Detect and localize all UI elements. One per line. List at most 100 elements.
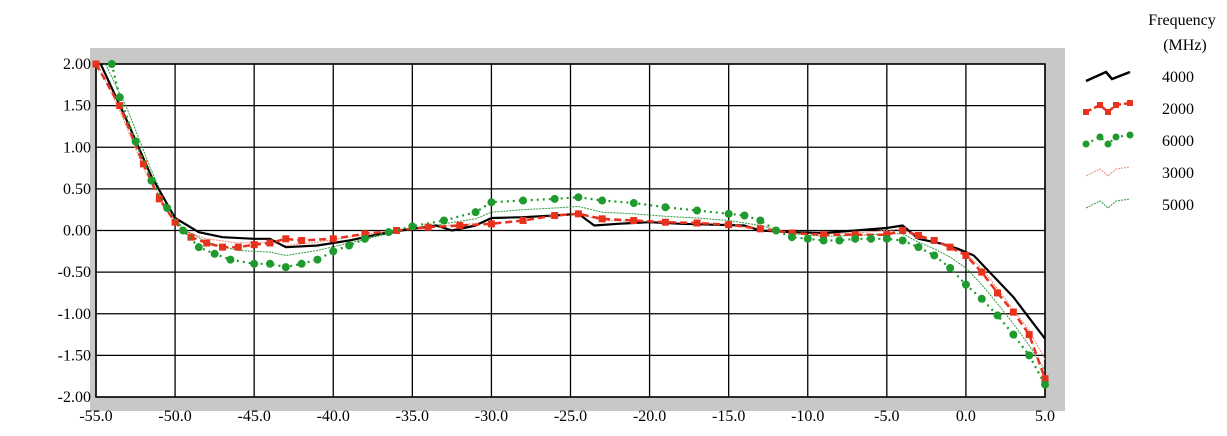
series-point-2000-24	[661, 218, 669, 226]
legend-title-line1: Frequency	[1148, 12, 1216, 29]
series-point-6000-15	[345, 241, 354, 250]
series-point-6000-45	[977, 294, 986, 303]
legend-item-6000: 6000	[1082, 131, 1194, 150]
series-6000	[107, 60, 1049, 389]
series-point-6000-3	[147, 176, 156, 185]
series-5000	[105, 63, 1046, 371]
x-tick-label-6: -25.0	[554, 408, 587, 425]
y-tick-label-7: -1.50	[58, 347, 91, 364]
legend-marker-6000-1	[1096, 133, 1104, 141]
series-point-6000-0	[107, 60, 116, 68]
series-point-6000-32	[772, 226, 781, 235]
series-point-2000-37	[978, 268, 986, 276]
legend-label-2000: 2000	[1162, 101, 1194, 118]
series-point-6000-42	[930, 251, 939, 260]
series-point-6000-28	[693, 206, 702, 215]
legend-item-3000: 3000	[1085, 165, 1194, 182]
series-point-2000-19	[519, 217, 527, 225]
series-point-2000-10	[266, 239, 274, 247]
series-point-6000-40	[898, 236, 907, 245]
plot-border	[95, 63, 1046, 398]
series-point-2000-20	[551, 212, 559, 220]
legend-marker-6000-0	[1082, 140, 1090, 148]
series-point-6000-33	[787, 233, 796, 242]
series-point-2000-39	[1009, 308, 1017, 316]
series-point-2000-18	[487, 220, 495, 228]
series-point-6000-46	[993, 311, 1002, 320]
series-point-6000-30	[740, 211, 749, 220]
grid-lines	[95, 63, 1046, 398]
series-point-2000-32	[899, 227, 907, 234]
series-point-6000-36	[835, 236, 844, 245]
series-point-2000-25	[693, 219, 701, 227]
x-tick-label-9: -10.0	[791, 408, 824, 425]
legend-swatch-5000	[1085, 198, 1131, 209]
series-point-2000-4	[171, 218, 179, 226]
series-point-6000-22	[519, 196, 528, 205]
legend-title-line2: (MHz)	[1163, 37, 1207, 54]
series-point-6000-29	[724, 209, 733, 218]
x-tick-label-4: -35.0	[396, 408, 429, 425]
legend-marker-6000-2	[1104, 140, 1112, 148]
y-tick-label-2: 1.00	[63, 139, 91, 156]
series-point-6000-49	[1041, 380, 1049, 389]
legend-marker-2000-0	[1083, 109, 1089, 115]
series-point-6000-19	[439, 216, 448, 225]
series-point-6000-23	[550, 194, 559, 203]
series-line-4000	[99, 63, 1046, 340]
series-point-6000-43	[946, 263, 955, 272]
series-point-2000-13	[329, 235, 337, 243]
legend-marker-2000-2	[1105, 109, 1111, 115]
series-point-2000-36	[962, 251, 970, 259]
series-point-2000-16	[424, 223, 432, 231]
series-point-6000-6	[194, 243, 203, 252]
series-point-6000-25	[598, 196, 607, 205]
legend-label-4000: 4000	[1162, 69, 1194, 86]
x-tick-label-12: 5.0	[1035, 408, 1055, 425]
x-tick-label-1: -50.0	[158, 408, 191, 425]
x-tick-label-10: -5.0	[874, 408, 899, 425]
series-point-2000-6	[203, 239, 211, 247]
series-point-6000-27	[661, 203, 670, 212]
y-tick-label-4: 0.00	[63, 223, 91, 240]
series-point-2000-35	[946, 243, 954, 251]
series-point-6000-26	[629, 199, 638, 208]
series-point-6000-31	[756, 216, 765, 225]
legend-label-3000: 3000	[1162, 165, 1194, 182]
series-point-2000-26	[725, 221, 733, 229]
series-point-2000-40	[1025, 331, 1033, 339]
series-point-2000-33	[914, 231, 922, 239]
legend-marker-6000-3	[1112, 133, 1120, 141]
legend-marker-2000-3	[1113, 102, 1119, 108]
series-point-2000-3	[155, 195, 163, 203]
series-point-2000-12	[298, 236, 306, 244]
series-point-2000-2	[139, 160, 147, 168]
series-point-2000-15	[393, 227, 401, 234]
series-point-2000-0	[92, 60, 100, 68]
series-point-6000-38	[867, 234, 876, 243]
series-point-6000-7	[210, 249, 219, 258]
series-point-6000-10	[265, 259, 274, 268]
series-point-6000-24	[574, 193, 583, 202]
series-point-6000-11	[281, 263, 290, 272]
legend-marker-6000-4	[1126, 131, 1134, 139]
series-point-6000-12	[297, 259, 306, 268]
series-point-2000-31	[883, 231, 891, 239]
series-point-2000-23	[630, 217, 638, 225]
y-tick-label-5: -0.50	[58, 264, 91, 281]
legend-label-6000: 6000	[1162, 133, 1194, 150]
x-tick-label-2: -45.0	[238, 408, 271, 425]
axes: 2.00 1.50 1.00 0.50 0.00 -0.50 -1.00 -1.50 -2.00…	[58, 56, 1055, 425]
series-point-6000-13	[313, 255, 322, 264]
series-point-6000-35	[819, 236, 828, 245]
series-point-2000-28	[788, 229, 796, 237]
series-point-2000-5	[187, 233, 195, 241]
x-tick-label-7: -20.0	[633, 408, 666, 425]
series-point-2000-21	[574, 210, 582, 218]
series-point-2000-38	[994, 289, 1002, 297]
legend-swatch-4000	[1085, 70, 1131, 83]
series-point-2000-34	[930, 236, 938, 244]
series-point-6000-14	[329, 247, 338, 256]
legend-label-5000: 5000	[1162, 197, 1194, 214]
series-point-6000-5	[178, 226, 187, 235]
